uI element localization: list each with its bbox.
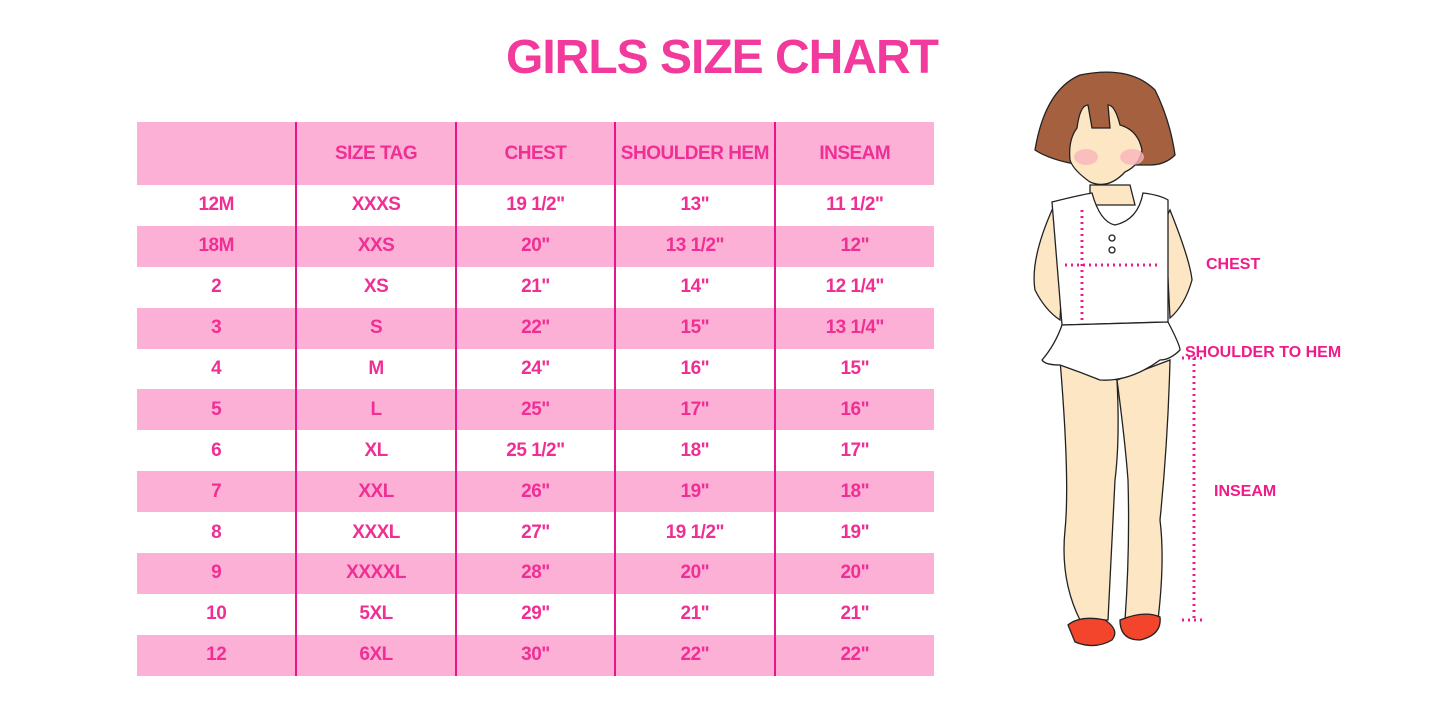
left-shoe-icon bbox=[1067, 617, 1116, 647]
table-cell: XXXXL bbox=[295, 553, 456, 594]
table-row: 3 S 22" 15" 13 1/4" bbox=[137, 307, 934, 349]
table-cell: 3 bbox=[211, 317, 222, 339]
table-cell: 27" bbox=[454, 512, 616, 554]
table-row: 18M XXS 20" 13 1/2" 12" bbox=[137, 225, 934, 267]
column-header bbox=[137, 122, 296, 185]
table-cell: XXS bbox=[295, 225, 456, 267]
table-cell: 21" bbox=[454, 266, 616, 308]
table-cell: 25 1/2" bbox=[454, 430, 616, 472]
table-cell: 12M bbox=[198, 194, 234, 216]
table-cell: 18M bbox=[198, 235, 234, 257]
table-cell: 15" bbox=[773, 348, 934, 390]
table-cell: 10 bbox=[206, 603, 227, 625]
table-cell: 4 bbox=[211, 358, 222, 379]
table-cell: 29" bbox=[454, 593, 616, 635]
table-cell: 5 bbox=[211, 398, 222, 420]
top-garment bbox=[1051, 192, 1169, 326]
table-cell: 17" bbox=[773, 430, 934, 472]
table-cell: 5XL bbox=[295, 593, 456, 635]
table-cell: 12" bbox=[773, 225, 934, 267]
table-cell: 19 1/2" bbox=[454, 185, 616, 226]
table-cell: 8 bbox=[211, 521, 222, 543]
table-cell: 20" bbox=[454, 225, 616, 267]
table-cell: 24" bbox=[454, 348, 616, 390]
table-cell: 22" bbox=[454, 307, 616, 349]
column-header: INSEAM bbox=[773, 122, 934, 185]
table-header-row: SIZE TAG CHEST SHOULDER HEM INSEAM bbox=[137, 122, 934, 185]
table-cell: 17" bbox=[614, 389, 775, 431]
bloomers bbox=[1041, 321, 1181, 381]
table-row: 7 XXL 26" 19" 18" bbox=[137, 471, 934, 513]
table-cell: 19" bbox=[773, 512, 934, 554]
table-cell: 22" bbox=[773, 634, 934, 676]
table-row: 6 XL 25 1/2" 18" 17" bbox=[137, 430, 934, 472]
table-cell: XXXS bbox=[295, 185, 456, 226]
column-header: CHEST bbox=[454, 122, 616, 185]
table-cell: L bbox=[295, 389, 456, 431]
page-title: GIRLS SIZE CHART bbox=[505, 31, 939, 84]
table-cell: 9 bbox=[211, 562, 222, 584]
table-cell: 13" bbox=[614, 185, 775, 226]
girl-measurement-illustration bbox=[1033, 71, 1202, 647]
size-table: SIZE TAG CHEST SHOULDER HEM INSEAM 12M XXXS 1… bbox=[137, 122, 934, 676]
table-row: 12M XXXS 19 1/2" 13" 11 1/2" bbox=[137, 185, 934, 226]
table-cell: 21" bbox=[773, 593, 934, 635]
table-cell: 11 1/2" bbox=[773, 185, 934, 226]
table-cell: XL bbox=[295, 430, 456, 472]
table-cell: 2 bbox=[211, 276, 222, 298]
table-cell: 16" bbox=[773, 389, 934, 431]
table-cell: 22" bbox=[614, 634, 775, 676]
inseam-label: INSEAM bbox=[1214, 483, 1277, 500]
table-cell: 6 bbox=[211, 439, 222, 461]
table-cell: XS bbox=[295, 266, 456, 308]
table-cell: 12 1/4" bbox=[773, 266, 934, 308]
table-cell: 16" bbox=[614, 348, 775, 390]
column-header: SHOULDER HEM bbox=[614, 122, 775, 185]
table-cell: XXL bbox=[295, 471, 456, 513]
table-row: 12 6XL 30" 22" 22" bbox=[137, 634, 934, 676]
table-cell: 12 bbox=[206, 644, 227, 666]
table-body: 12M XXXS 19 1/2" 13" 11 1/2" 18M XXS 20" 13 1/2"… bbox=[137, 185, 934, 676]
table-cell: 28" bbox=[454, 553, 616, 594]
table-cell: 30" bbox=[454, 634, 616, 676]
table-cell: M bbox=[295, 348, 456, 390]
table-cell: XXXL bbox=[295, 512, 456, 554]
table-row: 9 XXXXL 28" 20" 20" bbox=[137, 553, 934, 594]
table-row: 10 5XL 29" 21" 21" bbox=[137, 593, 934, 635]
table-cell: 20" bbox=[773, 553, 934, 594]
table-cell: S bbox=[295, 307, 456, 349]
table-row: 4 M 24" 16" 15" bbox=[137, 348, 934, 390]
legs bbox=[1059, 359, 1119, 621]
table-cell: 19 1/2" bbox=[614, 512, 775, 554]
table-cell: 18" bbox=[614, 430, 775, 472]
table-cell: 15" bbox=[614, 307, 775, 349]
chest-label: CHEST bbox=[1206, 256, 1261, 273]
right-shoe-icon bbox=[1119, 613, 1161, 641]
table-cell: 25" bbox=[454, 389, 616, 431]
shoulder-to-hem-label: SHOULDER TO HEM bbox=[1185, 344, 1342, 361]
column-header: SIZE TAG bbox=[295, 122, 456, 185]
table-cell: 13 1/2" bbox=[614, 225, 775, 267]
table-row: 5 L 25" 17" 16" bbox=[137, 389, 934, 431]
table-cell: 14" bbox=[614, 266, 775, 308]
table-cell: 20" bbox=[614, 553, 775, 594]
table-cell: 26" bbox=[454, 471, 616, 513]
table-cell: 18" bbox=[773, 471, 934, 513]
table-row: 8 XXXL 27" 19 1/2" 19" bbox=[137, 512, 934, 554]
table-cell: 21" bbox=[614, 593, 775, 635]
table-cell: 13 1/4" bbox=[773, 307, 934, 349]
table-cell: 6XL bbox=[295, 634, 456, 676]
table-row: 2 XS 21" 14" 12 1/4" bbox=[137, 266, 934, 308]
table-cell: 19" bbox=[614, 471, 775, 513]
table-cell: 7 bbox=[211, 480, 222, 502]
